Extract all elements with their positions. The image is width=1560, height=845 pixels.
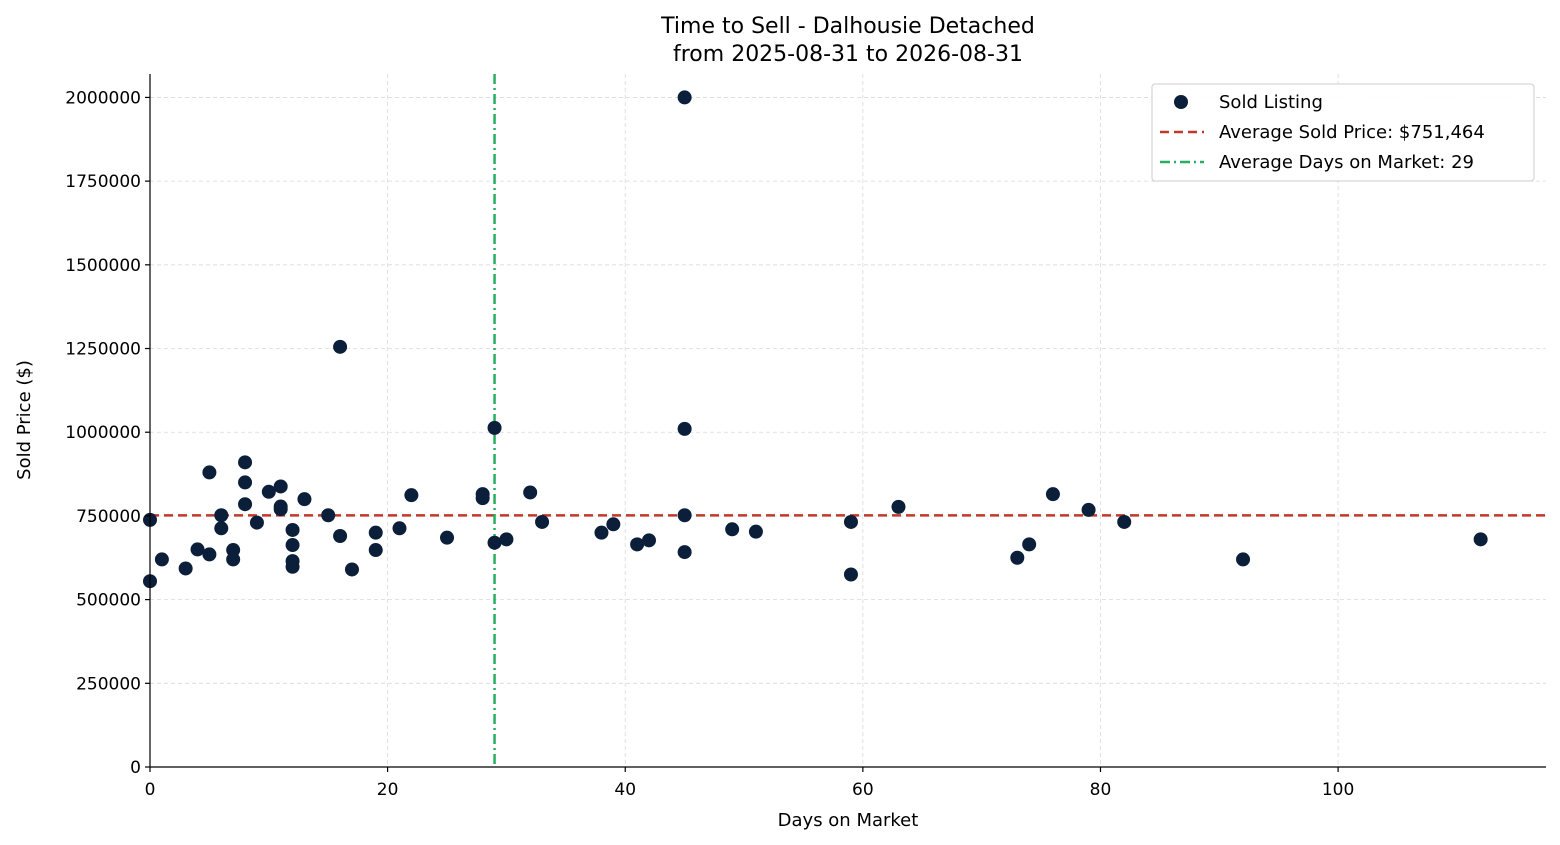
sold-listing-point <box>487 535 502 550</box>
sold-listing-point <box>535 514 550 529</box>
axis-ticks: 0 20 40 60 80 100 0 250000 500000 750000 1000000 12… <box>65 88 1354 800</box>
y-tick-label: 2000000 <box>65 88 141 108</box>
legend-label-sold-listing: Sold Listing <box>1219 92 1323 113</box>
sold-listing-point <box>392 521 407 536</box>
legend-box <box>1151 83 1535 182</box>
sold-listing-point <box>321 508 336 523</box>
sold-listing-point <box>297 492 312 507</box>
sold-listing-point <box>523 485 538 500</box>
y-axis-label: Sold Price ($) <box>14 360 35 480</box>
sold-listing-point <box>368 525 383 540</box>
sold-listing-point <box>606 517 621 532</box>
sold-listing-point <box>677 421 692 436</box>
sold-listing-point <box>487 420 502 435</box>
chart-subtitle: from 2025-08-31 to 2026-08-31 <box>673 42 1023 67</box>
x-tick-label: 40 <box>614 780 636 800</box>
y-tick-label: 1000000 <box>65 423 141 443</box>
sold-listing-point <box>891 499 906 514</box>
sold-listing-point <box>725 522 740 537</box>
legend-label-average-price: Average Sold Price: $751,464 <box>1219 122 1485 143</box>
sold-listing-point <box>238 455 253 470</box>
sold-listing-point <box>261 484 276 499</box>
sold-listing-point <box>1045 487 1060 502</box>
sold-listing-point <box>1473 532 1488 547</box>
sold-listing-point <box>333 529 348 543</box>
sold-listing-point <box>190 542 205 557</box>
reference-lines <box>150 74 1546 767</box>
x-tick-label: 60 <box>852 780 874 800</box>
sold-listing-point <box>333 339 348 354</box>
sold-listing-point <box>226 552 241 567</box>
sold-listing-point <box>154 552 169 567</box>
sold-listing-point <box>214 508 229 523</box>
sold-listing-point <box>1022 537 1037 552</box>
sold-listing-point <box>475 491 490 506</box>
sold-listing-point <box>843 514 858 529</box>
y-tick-label: 0 <box>130 758 141 778</box>
sold-listing-point <box>843 567 858 582</box>
sold-listing-point <box>249 515 264 530</box>
y-tick-label: 1750000 <box>65 172 141 192</box>
sold-listing-point <box>202 547 217 562</box>
sold-listing-point <box>630 537 645 552</box>
sold-listing-point <box>440 530 455 545</box>
x-axis-label: Days on Market <box>778 810 919 831</box>
x-tick-label: 20 <box>377 780 399 800</box>
sold-listing-point <box>214 521 229 536</box>
sold-listing-point <box>273 502 288 517</box>
legend: Sold Listing Average Sold Price: $751,46… <box>1151 83 1535 182</box>
data-points <box>143 90 1488 589</box>
sold-listing-point <box>499 532 514 547</box>
y-tick-label: 1500000 <box>65 256 141 276</box>
sold-listing-point <box>344 562 359 577</box>
sold-listing-point <box>238 475 253 490</box>
sold-listing-point <box>677 90 692 105</box>
sold-listing-point <box>677 545 692 560</box>
sold-listing-point <box>641 533 656 548</box>
sold-listing-point <box>368 543 383 558</box>
sold-listing-point <box>594 525 609 540</box>
legend-marker-sold-listing <box>1174 95 1188 109</box>
sold-listing-point <box>1117 514 1132 529</box>
y-tick-label: 500000 <box>76 591 141 611</box>
sold-listing-point <box>1236 552 1251 567</box>
x-tick-label: 100 <box>1322 780 1354 800</box>
sold-listing-point <box>404 488 419 503</box>
sold-listing-point <box>285 559 300 574</box>
y-tick-label: 750000 <box>76 507 141 527</box>
x-tick-label: 80 <box>1090 780 1112 800</box>
sold-listing-point <box>178 561 193 576</box>
chart-title: Time to Sell - Dalhousie Detached <box>660 14 1035 39</box>
sold-listing-point <box>238 497 253 512</box>
sold-listing-point <box>285 538 300 553</box>
sold-listing-point <box>1081 502 1096 517</box>
sold-listing-point <box>273 479 288 494</box>
y-tick-label: 1250000 <box>65 340 141 360</box>
sold-listing-point <box>1010 550 1025 565</box>
legend-label-average-days: Average Days on Market: 29 <box>1219 152 1474 173</box>
y-tick-label: 250000 <box>76 674 141 694</box>
sold-listing-point <box>285 522 300 537</box>
sold-listing-point <box>677 508 692 523</box>
sold-listing-point <box>202 465 217 480</box>
x-tick-label: 0 <box>145 780 156 800</box>
sold-listing-point <box>748 524 763 539</box>
